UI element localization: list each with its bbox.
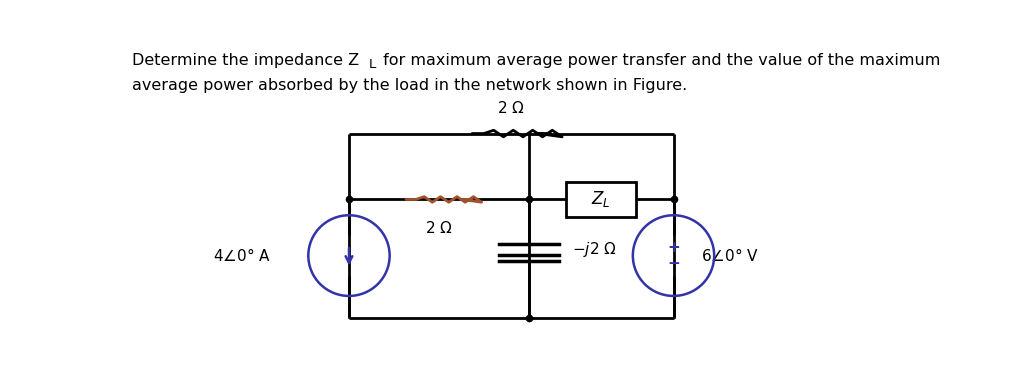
Text: L: L [368, 58, 375, 71]
Text: $Z_L$: $Z_L$ [591, 189, 610, 209]
Text: for maximum average power transfer and the value of the maximum: for maximum average power transfer and t… [378, 53, 940, 68]
Text: +: + [667, 240, 680, 255]
Text: Determine the impedance Z: Determine the impedance Z [132, 53, 359, 68]
Text: 4$\angle$0° A: 4$\angle$0° A [213, 247, 270, 264]
Text: −: − [667, 256, 680, 271]
Bar [566, 182, 637, 217]
Text: 2 $\Omega$: 2 $\Omega$ [497, 100, 525, 116]
Text: average power absorbed by the load in the network shown in Figure.: average power absorbed by the load in th… [132, 78, 687, 93]
Text: 2 $\Omega$: 2 $\Omega$ [425, 220, 453, 236]
Text: $-j2\ \Omega$: $-j2\ \Omega$ [572, 240, 616, 259]
Text: 6$\angle$0° V: 6$\angle$0° V [701, 247, 759, 264]
